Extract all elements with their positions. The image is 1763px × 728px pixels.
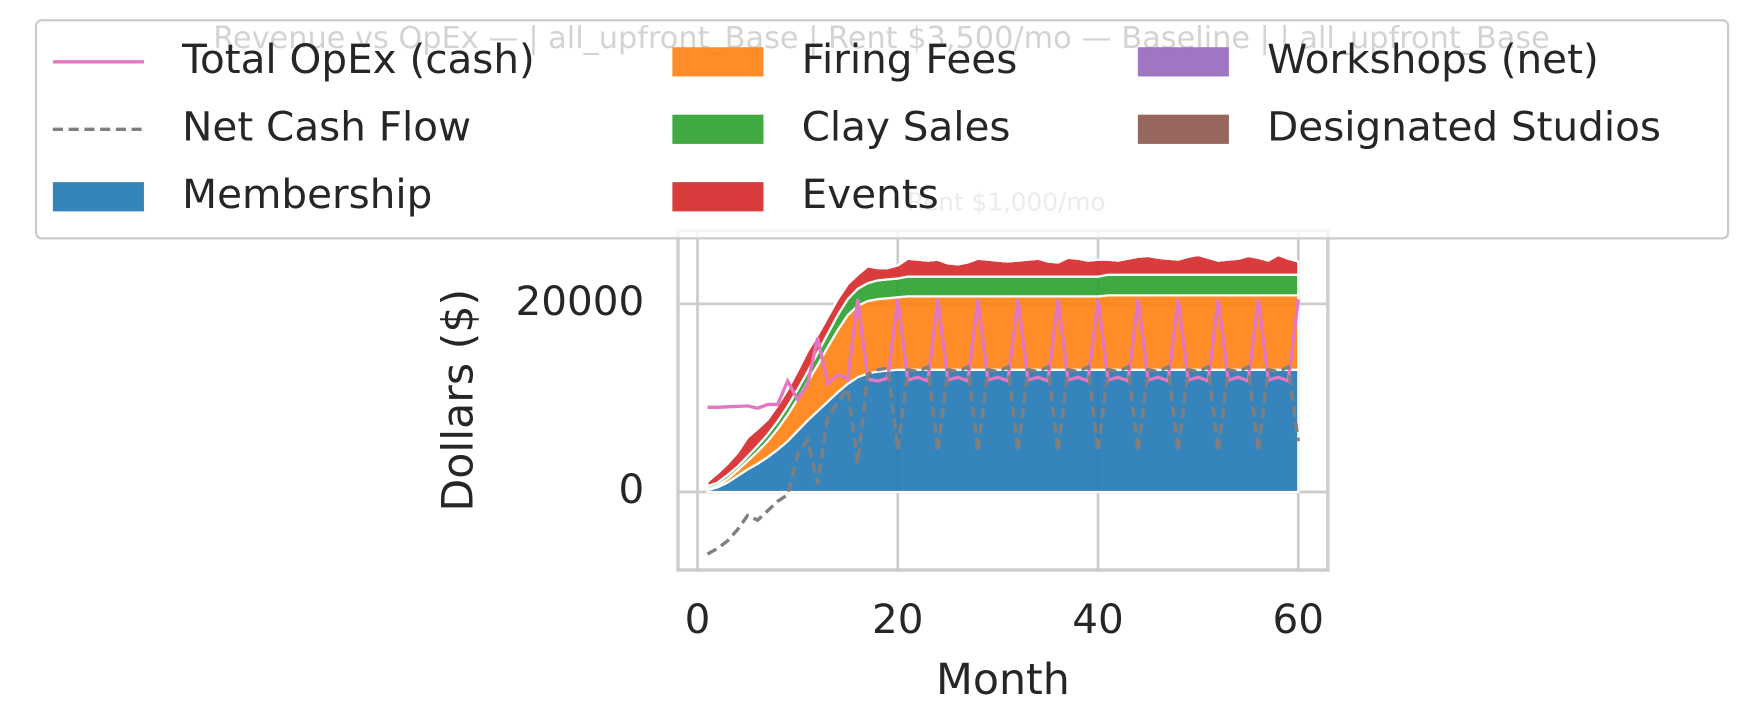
legend-label: Events [802,170,939,218]
y-tick-label: 20000 [516,277,645,325]
legend-label: Membership [182,170,432,218]
x-axis-label: Month [936,655,1070,705]
line-series [706,364,1300,556]
x-tick-label: 40 [1072,595,1124,643]
legend-label: Firing Fees [802,35,1018,83]
legend-swatch [52,182,144,212]
y-axis-label: Dollars ($) [434,289,484,512]
legend-swatch [1137,47,1229,77]
ticks: 0 20 40 60 0 20000 [516,277,1325,643]
legend-label: Designated Studios [1267,102,1661,150]
legend-label: Workshops (net) [1267,35,1599,83]
legend-swatch [1137,114,1229,144]
legend: Total OpEx (cash) Net Cash Flow Membership… [34,19,1730,240]
x-tick-label: 0 [685,595,711,643]
x-tick-label: 20 [872,595,924,643]
line-series [707,298,1300,411]
marks [706,253,1300,556]
legend-label: Clay Sales [802,102,1011,150]
legend-box [34,19,1730,240]
legend-swatch [672,182,764,212]
legend-label: Net Cash Flow [182,102,471,150]
legend-swatch [672,114,764,144]
legend-swatch [672,47,764,77]
legend-label: Total OpEx (cash) [181,35,535,83]
y-tick-label: 0 [619,465,645,513]
x-tick-label: 60 [1273,595,1325,643]
